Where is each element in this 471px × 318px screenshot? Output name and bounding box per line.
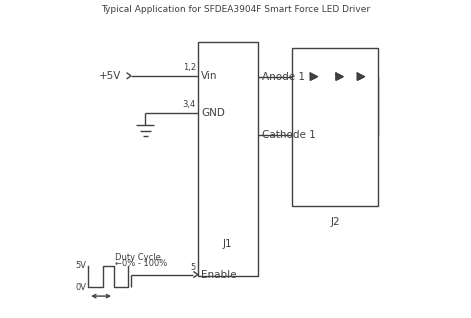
Text: Duty Cycle: Duty Cycle: [114, 253, 161, 262]
Text: +5V: +5V: [99, 71, 122, 81]
Text: Typical Application for SFDEA3904F Smart Force LED Driver: Typical Application for SFDEA3904F Smart…: [101, 5, 370, 14]
Text: 0V: 0V: [76, 283, 87, 292]
Text: Enable: Enable: [201, 270, 237, 280]
Polygon shape: [310, 73, 317, 80]
Text: J1: J1: [223, 239, 232, 250]
Bar: [292, 48, 378, 206]
Text: 1,2: 1,2: [183, 63, 196, 72]
Text: 5: 5: [191, 263, 196, 272]
Text: J2: J2: [331, 217, 340, 227]
Polygon shape: [336, 73, 343, 80]
Text: Vin: Vin: [201, 71, 218, 81]
Text: 3,4: 3,4: [183, 100, 196, 109]
Text: Cathode 1: Cathode 1: [262, 130, 316, 140]
Bar: [197, 42, 258, 276]
Text: GND: GND: [201, 108, 225, 118]
Polygon shape: [357, 73, 365, 80]
Text: Anode 1: Anode 1: [262, 72, 305, 82]
Text: 5V: 5V: [76, 261, 87, 270]
Text: ←0% - 100%: ←0% - 100%: [114, 259, 167, 268]
